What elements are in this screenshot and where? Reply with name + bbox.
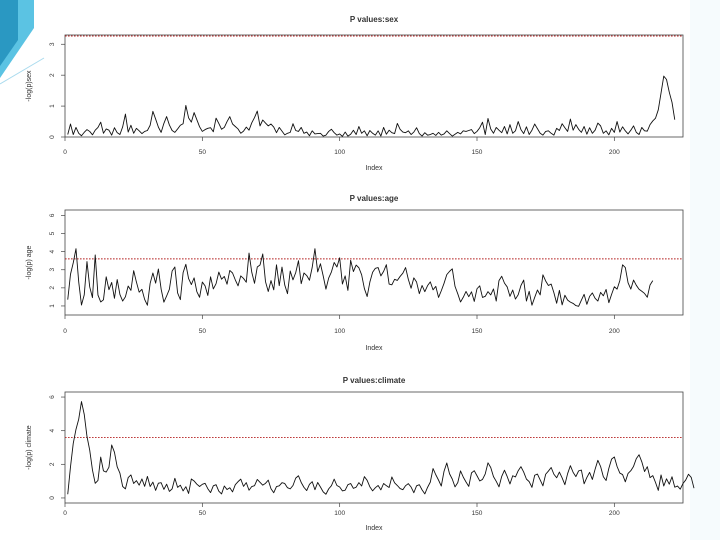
x-tick-label: 100 <box>334 328 345 335</box>
y-tick-label: 0 <box>49 135 56 139</box>
y-tick-label: 3 <box>49 42 56 46</box>
y-tick-label: 6 <box>49 213 56 217</box>
x-tick-label: 100 <box>334 149 345 156</box>
chart-title: P values:age <box>350 194 399 203</box>
y-axis-label: -log(p) climate <box>26 425 33 469</box>
y-tick-label: 4 <box>49 249 56 253</box>
x-tick-label: 50 <box>199 328 207 335</box>
y-tick-label: 4 <box>49 428 56 432</box>
x-tick-label: 100 <box>334 510 345 517</box>
plot-frame <box>64 391 684 504</box>
x-axis-label: Index <box>365 525 383 532</box>
y-tick-label: 5 <box>49 231 56 235</box>
plot-frame <box>64 209 684 316</box>
y-tick-label: 1 <box>49 104 56 108</box>
x-tick-label: 150 <box>472 149 483 156</box>
corner-stroke <box>0 57 45 85</box>
x-tick-label: 150 <box>472 510 483 517</box>
x-tick-label: 0 <box>63 328 67 335</box>
chart-panel-2: P values:age Index -log(p) age 0 50 100 150 200… <box>26 194 684 352</box>
x-tick-label: 0 <box>63 149 67 156</box>
x-tick-label: 200 <box>609 149 620 156</box>
chart-title: P values:sex <box>350 15 399 24</box>
chart-panel-3: P values:climate Index -log(p) climate 0 50 1… <box>26 376 695 532</box>
x-tick-label: 50 <box>199 149 207 156</box>
x-tick-label: 50 <box>199 510 207 517</box>
chart-panel-1: P values:sex Index -log(p)sex 0 50 100 150 200 0… <box>26 15 684 172</box>
y-tick-label: 3 <box>49 268 56 272</box>
right-margin-band <box>690 0 720 540</box>
plot-frame <box>64 34 684 138</box>
series-line <box>67 401 695 495</box>
x-axis-label: Index <box>365 345 383 352</box>
x-tick-label: 150 <box>472 328 483 335</box>
y-tick-label: 1 <box>49 304 56 308</box>
chart-title: P values:climate <box>343 376 406 385</box>
y-axis-label: -log(p)sex <box>26 70 33 102</box>
y-axis-label: -log(p) age <box>26 245 33 279</box>
x-tick-label: 0 <box>63 510 67 517</box>
series-line <box>67 75 676 137</box>
blue-corner-shape <box>0 0 18 66</box>
y-tick-label: 2 <box>49 286 56 290</box>
y-tick-label: 2 <box>49 73 56 77</box>
x-axis-label: Index <box>365 165 383 172</box>
x-tick-label: 200 <box>609 328 620 335</box>
y-tick-label: 0 <box>49 496 56 500</box>
series-line <box>67 248 654 307</box>
y-tick-label: 6 <box>49 395 56 399</box>
x-tick-label: 200 <box>609 510 620 517</box>
y-tick-label: 2 <box>49 462 56 466</box>
